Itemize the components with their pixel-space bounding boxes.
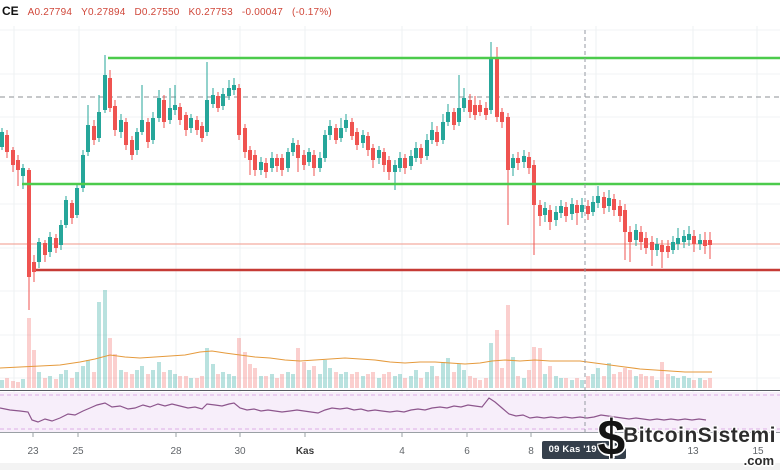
- x-axis-label: 23: [27, 446, 39, 457]
- symbol-ohlc-header: CE A0.27794 Y0.27894 D0.27550 K0.27753 -…: [2, 4, 332, 18]
- volume-ma-line: [0, 350, 712, 373]
- dollar-logo-icon: $: [597, 410, 626, 466]
- watermark-name: BitcoinSistemi: [623, 424, 776, 447]
- panel-borders: [0, 390, 780, 437]
- x-axis-label: 30: [234, 446, 246, 457]
- x-axis-label: 28: [170, 446, 182, 457]
- change-value: -0.00047: [241, 7, 283, 18]
- candles-layer: [0, 42, 712, 310]
- close-value: K0.27753: [188, 7, 233, 18]
- x-axis-label: 13: [687, 446, 699, 457]
- levels-layer: [22, 56, 780, 272]
- high-value: Y0.27894: [81, 7, 126, 18]
- grid-layer: [0, 26, 780, 432]
- x-axis-label: 4: [399, 446, 405, 457]
- x-axis-label: Kas: [295, 446, 315, 457]
- x-axis-label: 15: [752, 446, 764, 457]
- x-axis-label: 6: [464, 446, 470, 457]
- crosshair-date-tooltip: 09 Kas '19 18:0: [542, 441, 626, 459]
- bottom-strip: [0, 463, 780, 470]
- x-axis-label: 25: [72, 446, 84, 457]
- rsi-line: [0, 397, 707, 423]
- change-percent: (-0.17%): [292, 7, 332, 18]
- x-axis[interactable]: 23 25 28 30 Kas 4 6 8 13 15: [0, 444, 780, 464]
- x-axis-label: 8: [528, 446, 534, 457]
- volume-layer: [0, 290, 712, 388]
- watermark: $ BitcoinSistemi .com: [597, 410, 776, 468]
- watermark-tld: .com: [743, 453, 774, 468]
- low-value: D0.27550: [134, 7, 180, 18]
- open-value: A0.27794: [27, 7, 73, 18]
- symbol-name-fragment: CE: [2, 4, 19, 18]
